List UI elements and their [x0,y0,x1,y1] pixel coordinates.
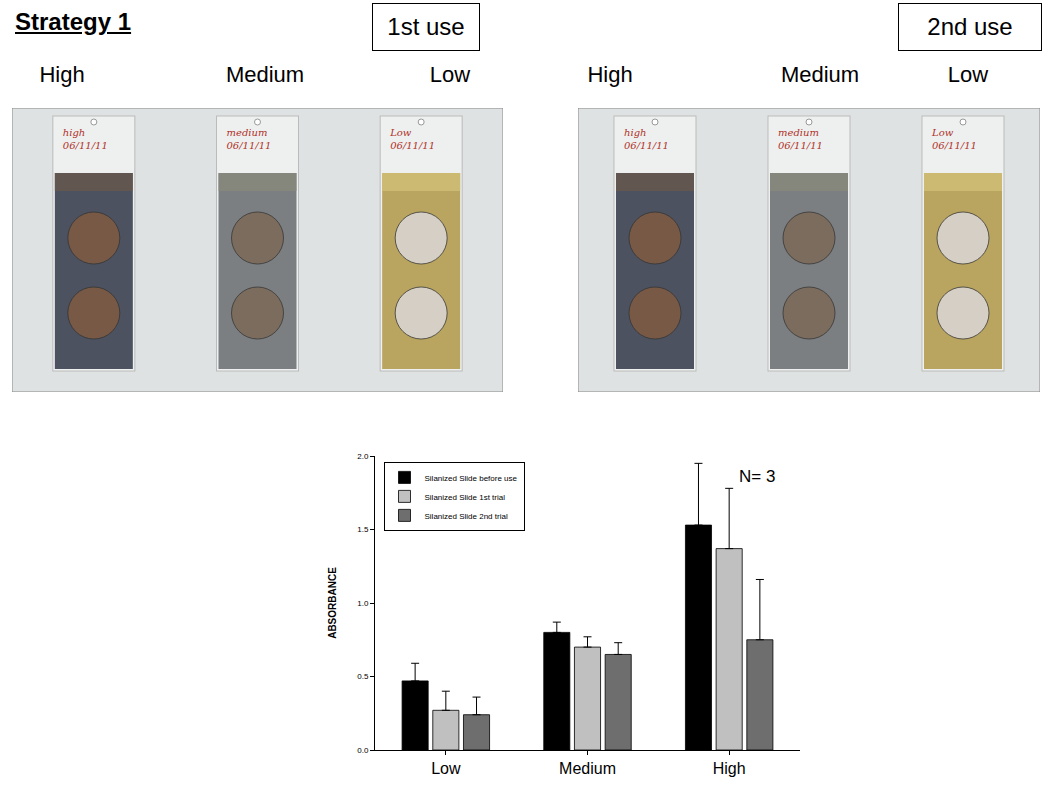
html-text:Low: Low [429,62,471,87]
svg-text:06/11/11: 06/11/11 [390,140,435,151]
svg-text:Silanized Slide before use: Silanized Slide before use [425,474,518,483]
svg-text:N= 3: N= 3 [739,467,775,486]
html-text:Medium: Medium [780,62,860,87]
html-text:1st use: 1st use [387,13,465,40]
svg-text:1.0: 1.0 [357,599,369,608]
svg-text:high: high [624,127,646,138]
svg-text:high: high [63,127,85,138]
svg-text:0.0: 0.0 [357,746,369,755]
svg-text:High: High [713,760,746,777]
html-text:Medium: Medium [225,62,305,87]
svg-text:medium: medium [778,127,819,138]
svg-text:2.0: 2.0 [357,452,369,461]
svg-text:Silanized Slide 1st trial: Silanized Slide 1st trial [425,493,506,502]
html-text:Strategy 1: Strategy 1 [15,8,132,35]
svg-text:Low: Low [389,127,412,138]
html-text:High: High [39,62,85,87]
svg-text:06/11/11: 06/11/11 [778,140,823,151]
svg-text:Medium: Medium [559,760,616,777]
html-text:Low: Low [947,62,989,87]
svg-text:Low: Low [431,760,461,777]
svg-text:ABSORBANCE: ABSORBANCE [327,567,338,639]
html-text:2nd use: 2nd use [927,13,1013,40]
svg-text:medium: medium [227,127,268,138]
html-text:High: High [587,62,633,87]
svg-text:0.5: 0.5 [357,672,369,681]
svg-text:Low: Low [931,127,954,138]
svg-text:Silanized Slide 2nd trial: Silanized Slide 2nd trial [425,512,508,521]
svg-text:06/11/11: 06/11/11 [63,140,108,151]
svg-text:06/11/11: 06/11/11 [932,140,977,151]
svg-text:1.5: 1.5 [357,525,369,534]
svg-text:06/11/11: 06/11/11 [227,140,272,151]
svg-text:06/11/11: 06/11/11 [624,140,669,151]
